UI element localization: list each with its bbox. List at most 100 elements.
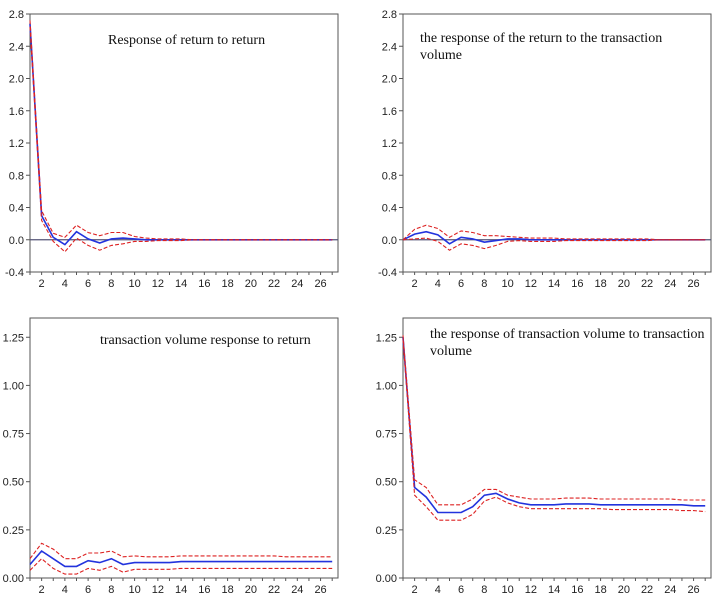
x-tick-label: 26	[687, 278, 699, 290]
y-tick-label: 0.0	[382, 235, 397, 247]
y-tick-label: 0.00	[3, 573, 24, 585]
x-tick-label: 6	[458, 584, 464, 596]
y-tick-label: 1.00	[3, 380, 24, 392]
x-tick-label: 14	[548, 584, 560, 596]
x-tick-label: 4	[435, 278, 441, 290]
chart-title-line: volume	[420, 48, 462, 63]
x-tick-label: 12	[152, 584, 164, 596]
confidence-band-upper	[402, 335, 706, 506]
x-tick-label: 20	[245, 278, 257, 290]
y-tick-label: 2.4	[9, 41, 24, 53]
irf-estimate-line	[29, 549, 333, 568]
x-tick-label: 12	[525, 584, 537, 596]
x-tick-label: 18	[594, 278, 606, 290]
x-tick-label: 18	[221, 584, 233, 596]
x-tick-label: 16	[571, 278, 583, 290]
x-tick-label: 22	[641, 584, 653, 596]
x-tick-label: 2	[412, 584, 418, 596]
x-tick-label: 22	[268, 584, 280, 596]
x-tick-label: 12	[152, 278, 164, 290]
chart-title-line: the response of the return to the transa…	[420, 31, 662, 46]
chart-panel-1: -0.40.00.40.81.21.62.02.42.82 4 6 8 10 12 14 16…	[5, 9, 339, 290]
x-tick-label: 2	[39, 584, 45, 596]
y-tick-label: 0.00	[376, 573, 397, 585]
y-tick-label: 1.00	[376, 380, 397, 392]
y-tick-label: -0.4	[378, 267, 397, 279]
x-tick-label: 22	[641, 278, 653, 290]
x-tick-label: 10	[501, 584, 513, 596]
x-tick-label: 2	[412, 278, 418, 290]
y-tick-label: 0.25	[376, 525, 397, 537]
x-tick-label: 8	[481, 584, 487, 596]
x-tick-label: 10	[128, 278, 140, 290]
y-tick-label: 2.0	[9, 74, 24, 86]
irf-estimate-line	[402, 337, 706, 514]
x-tick-label: 6	[85, 584, 91, 596]
y-tick-label: 2.0	[382, 74, 397, 86]
x-tick-label: 16	[571, 584, 583, 596]
x-tick-label: 8	[108, 278, 114, 290]
confidence-band-lower	[402, 237, 706, 251]
y-tick-label: 1.6	[382, 106, 397, 118]
chart-panel-4: 0.00 0.25 0.50 0.75 1.00 1.25 2 4 6 8 10 12 14 16 18 20…	[376, 317, 712, 596]
chart-title-line: Response of return to return	[108, 33, 265, 48]
x-tick-label: 20	[618, 584, 630, 596]
x-tick-label: 16	[198, 278, 210, 290]
y-tick-label: 0.0	[9, 235, 24, 247]
chart-panel-2: -0.40.00.40.81.21.62.02.42.82 4 6 8 10 12 14 16…	[378, 9, 712, 290]
chart-title-line: transaction volume response to return	[100, 333, 311, 348]
confidence-band-upper	[29, 20, 333, 241]
x-tick-label: 18	[221, 278, 233, 290]
y-tick-label: 1.2	[9, 138, 24, 150]
confidence-band-lower	[402, 339, 706, 521]
x-tick-label: 26	[314, 278, 326, 290]
y-tick-label: -0.4	[5, 267, 24, 279]
y-tick-label: 0.50	[376, 477, 397, 489]
y-tick-label: 0.75	[3, 429, 24, 441]
y-tick-label: 1.2	[382, 138, 397, 150]
x-tick-label: 6	[458, 278, 464, 290]
confidence-band-lower	[29, 557, 333, 575]
x-tick-label: 20	[245, 584, 257, 596]
plot-frame	[29, 317, 339, 579]
x-tick-label: 26	[687, 584, 699, 596]
irf-estimate-line	[29, 23, 333, 246]
x-tick-label: 18	[594, 584, 606, 596]
x-tick-label: 14	[175, 584, 187, 596]
x-tick-label: 4	[435, 584, 441, 596]
x-tick-label: 10	[128, 584, 140, 596]
x-tick-label: 24	[664, 278, 676, 290]
x-tick-label: 12	[525, 278, 537, 290]
y-tick-label: 0.4	[9, 203, 24, 215]
y-tick-label: 2.4	[382, 41, 397, 53]
x-tick-label: 10	[501, 278, 513, 290]
chart-title: the response of transaction volume to tr…	[430, 327, 704, 359]
chart-title: the response of the return to the transa…	[420, 31, 662, 63]
x-tick-label: 2	[39, 278, 45, 290]
y-tick-label: 0.4	[382, 203, 397, 215]
x-tick-label: 24	[291, 584, 303, 596]
y-tick-label: 0.25	[3, 525, 24, 537]
y-tick-label: 1.25	[376, 332, 397, 344]
y-tick-label: 0.8	[382, 170, 397, 182]
x-tick-label: 16	[198, 584, 210, 596]
x-tick-label: 20	[618, 278, 630, 290]
x-tick-label: 24	[291, 278, 303, 290]
y-tick-label: 0.75	[376, 429, 397, 441]
plot-frame	[402, 317, 712, 579]
x-tick-label: 4	[62, 584, 68, 596]
y-tick-label: 0.8	[9, 170, 24, 182]
y-tick-label: 1.25	[3, 332, 24, 344]
confidence-band-upper	[402, 224, 706, 241]
x-tick-label: 6	[85, 278, 91, 290]
y-tick-label: 2.8	[382, 9, 397, 21]
x-tick-label: 14	[548, 278, 560, 290]
x-tick-label: 22	[268, 278, 280, 290]
x-tick-label: 4	[62, 278, 68, 290]
plot-frame	[29, 13, 339, 273]
y-tick-label: 0.50	[3, 477, 24, 489]
x-tick-label: 8	[481, 278, 487, 290]
chart-panel-3: 0.000.250.500.751.001.252 4 6 8 10 12 14 16 18 20…	[3, 317, 339, 596]
chart-title-line: volume	[430, 344, 472, 359]
